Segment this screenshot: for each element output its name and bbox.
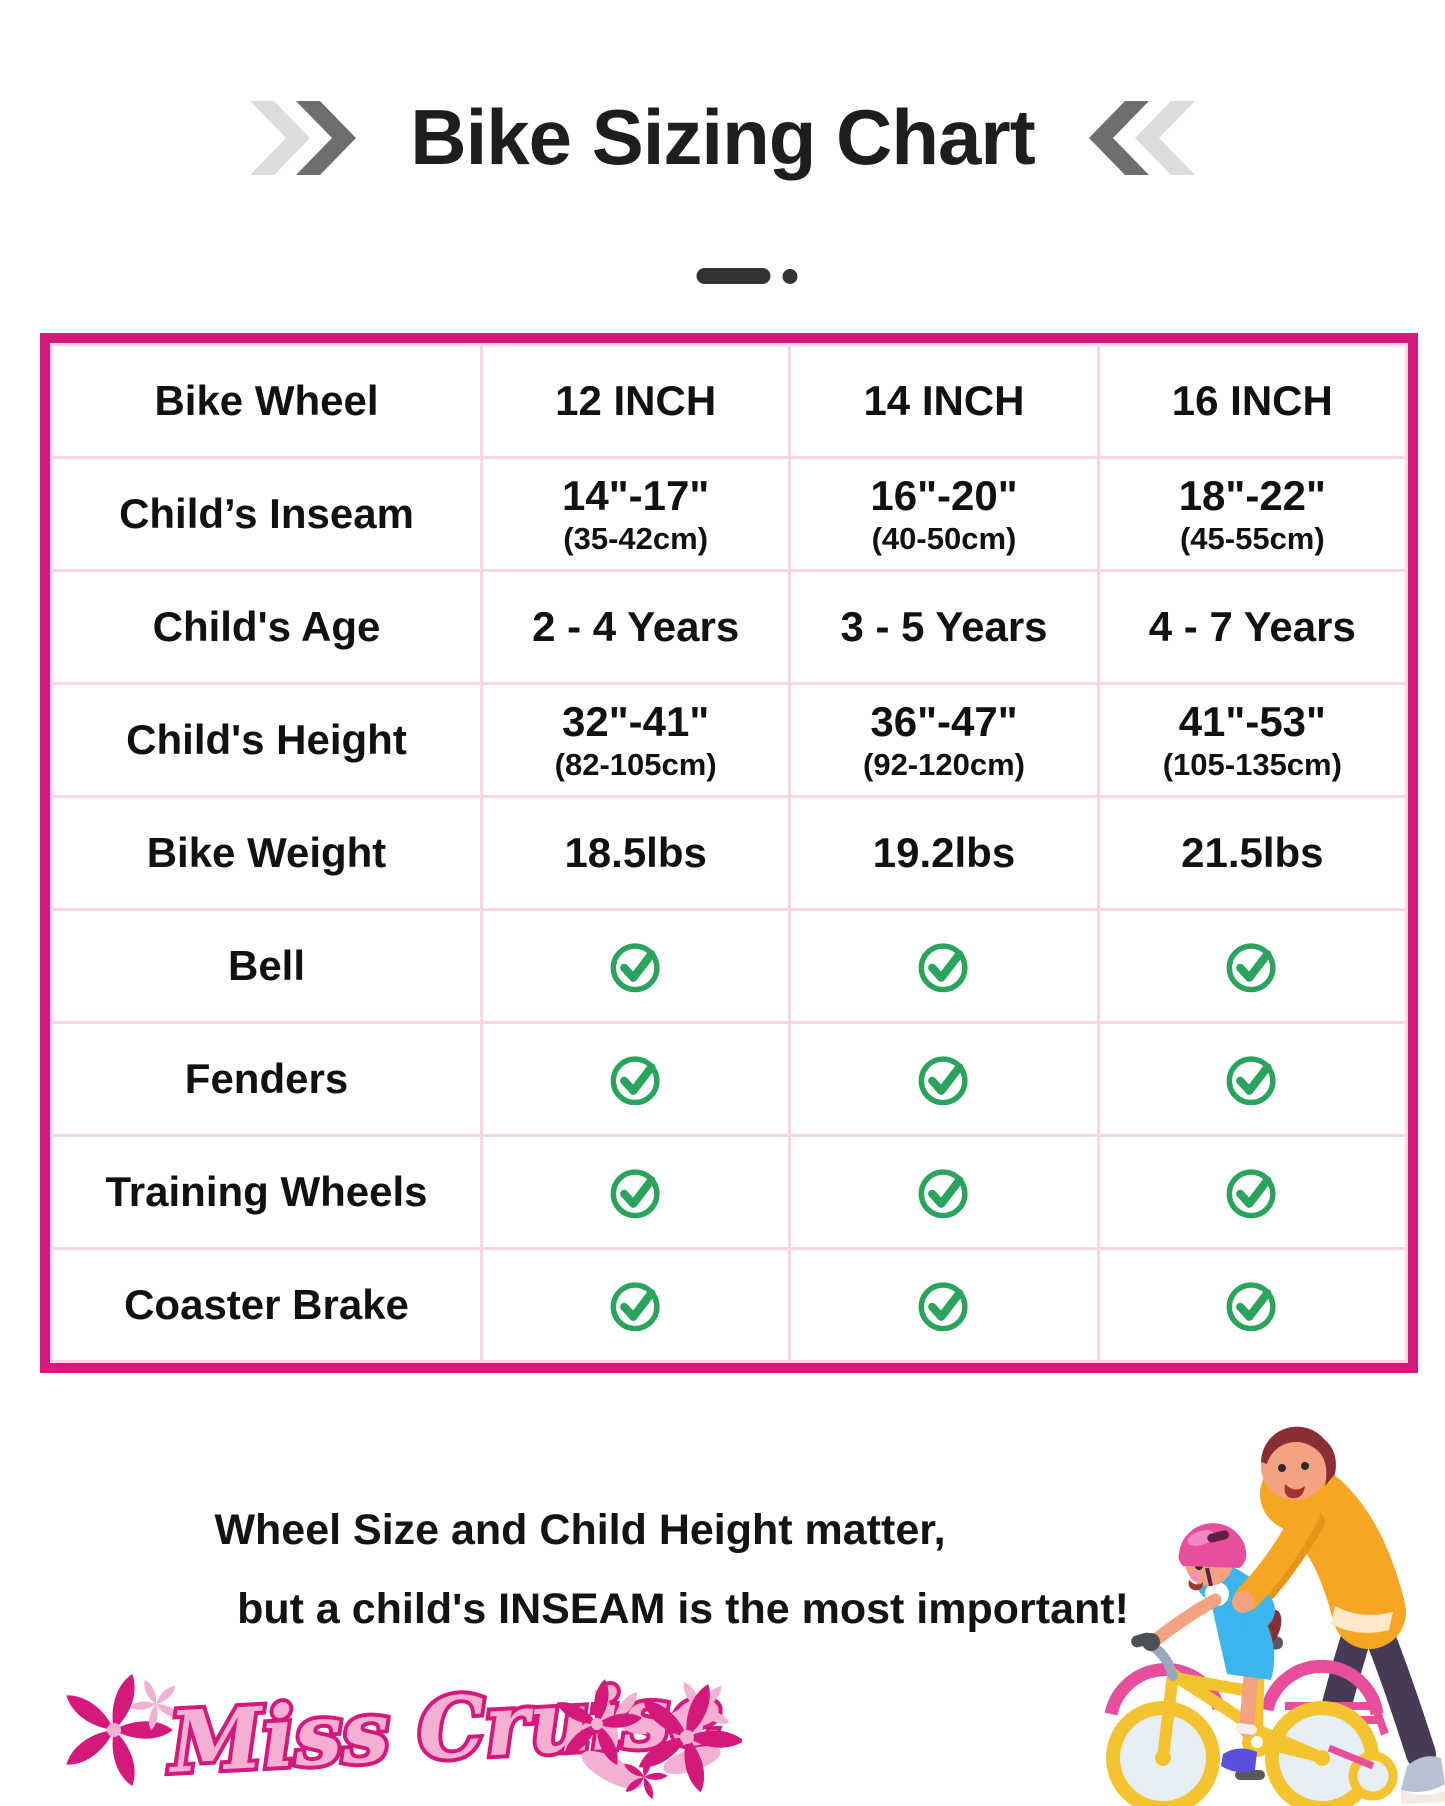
check-icon xyxy=(610,1282,660,1332)
check-icon xyxy=(610,1169,660,1219)
value-cell xyxy=(791,1137,1097,1247)
value-cell: 14"-17" (35-42cm) xyxy=(483,459,789,569)
value-cell xyxy=(483,1024,789,1134)
title-divider xyxy=(696,268,797,284)
check-icon xyxy=(918,1169,968,1219)
header: Bike Sizing Chart xyxy=(0,92,1445,183)
check-icon xyxy=(918,943,968,993)
illustration-parent-teaching-child-bike xyxy=(1104,1426,1445,1806)
double-chevron-left-icon xyxy=(1088,100,1195,175)
check-icon xyxy=(610,943,660,993)
check-icon xyxy=(1226,1056,1276,1106)
page-title: Bike Sizing Chart xyxy=(410,93,1035,181)
value-cell xyxy=(483,911,789,1021)
bike-figure xyxy=(1104,1632,1398,1806)
column-header-cell: 16 INCH xyxy=(1099,346,1405,456)
row-label-cell: Child's Height xyxy=(53,685,480,795)
value-cell: 41"-53" (105-135cm) xyxy=(1099,685,1405,795)
sizing-table: Bike Wheel 12 INCH 14 INCH 16 INCH Child… xyxy=(40,333,1418,1373)
row-label-cell: Bell xyxy=(53,911,480,1021)
value-cell xyxy=(791,911,1097,1021)
column-header-cell: 12 INCH xyxy=(483,346,789,456)
value-cell: 21.5lbs xyxy=(1099,798,1405,908)
double-chevron-right-icon xyxy=(250,100,357,175)
row-label-cell: Child's Age xyxy=(53,572,480,682)
value-cell xyxy=(791,1250,1097,1360)
value-cell: 18.5lbs xyxy=(483,798,789,908)
row-label-cell: Coaster Brake xyxy=(53,1250,480,1360)
value-cell xyxy=(1099,1137,1405,1247)
row-label-cell: Bike Weight xyxy=(53,798,480,908)
check-icon xyxy=(918,1282,968,1332)
check-icon xyxy=(610,1056,660,1106)
value-cell: 16"-20" (40-50cm) xyxy=(791,459,1097,569)
note-line-1: Wheel Size and Child Height matter, xyxy=(214,1506,946,1554)
value-cell xyxy=(483,1250,789,1360)
value-cell xyxy=(1099,911,1405,1021)
row-label-cell: Bike Wheel xyxy=(53,346,480,456)
value-cell: 18"-22" (45-55cm) xyxy=(1099,459,1405,569)
check-icon xyxy=(1226,1169,1276,1219)
note-line-2: but a child's INSEAM is the most importa… xyxy=(237,1585,1129,1633)
row-label-cell: Training Wheels xyxy=(53,1137,480,1247)
title-underline-dot xyxy=(782,268,797,284)
value-cell: 3 - 5 Years xyxy=(791,572,1097,682)
row-label-cell: Child’s Inseam xyxy=(53,459,480,569)
flower-icon xyxy=(52,1655,191,1799)
value-cell: 19.2lbs xyxy=(791,798,1097,908)
value-cell xyxy=(791,1024,1097,1134)
column-header-cell: 14 INCH xyxy=(791,346,1097,456)
flower-icon xyxy=(545,1662,742,1806)
man-arm xyxy=(1232,1501,1320,1613)
check-icon xyxy=(1226,943,1276,993)
brand-logo: Miss Cruise xyxy=(52,1655,742,1806)
value-cell: 4 - 7 Years xyxy=(1099,572,1405,682)
check-icon xyxy=(918,1056,968,1106)
value-cell: 32"-41" (82-105cm) xyxy=(483,685,789,795)
value-cell xyxy=(483,1137,789,1247)
check-icon xyxy=(1226,1282,1276,1332)
value-cell xyxy=(1099,1024,1405,1134)
value-cell xyxy=(1099,1250,1405,1360)
title-underline-dash xyxy=(696,268,770,284)
value-cell: 2 - 4 Years xyxy=(483,572,789,682)
value-cell: 36"-47" (92-120cm) xyxy=(791,685,1097,795)
row-label-cell: Fenders xyxy=(53,1024,480,1134)
